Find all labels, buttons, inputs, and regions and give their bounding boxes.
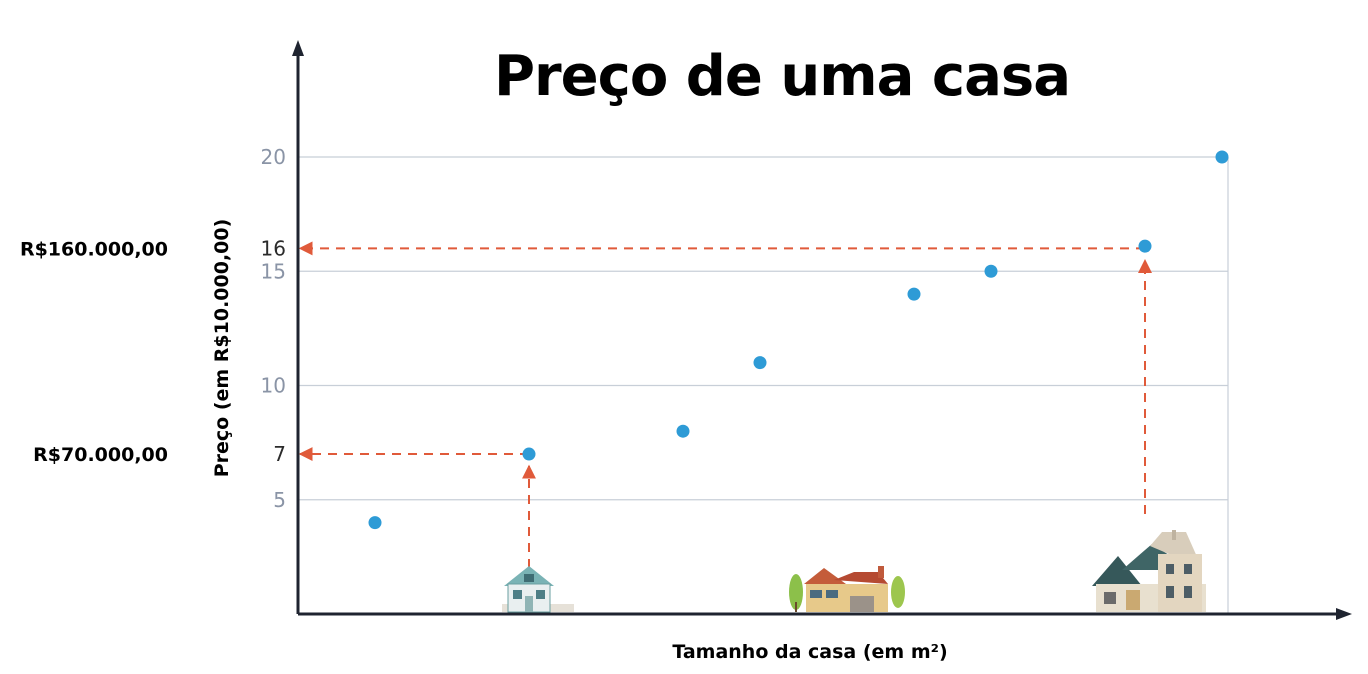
y-axis-label: Preço (em R$10.000,00) <box>211 219 233 478</box>
y-tick-label: 7 <box>273 442 286 466</box>
chart-title: Preço de uma casa <box>494 44 1070 109</box>
y-tick-label: 10 <box>261 374 286 398</box>
x-axis-label: Tamanho da casa (em m²) <box>672 641 947 663</box>
data-points <box>368 150 1229 530</box>
price-annotation-label: R$160.000,00 <box>20 238 168 260</box>
y-tick-label: 16 <box>261 236 286 260</box>
grid-lines <box>298 156 1229 614</box>
guide-lines <box>298 241 1152 568</box>
data-point <box>368 516 382 530</box>
large-house-icon <box>1092 530 1206 612</box>
data-point <box>676 424 690 438</box>
small-house-icon <box>502 566 574 613</box>
y-tick-label: 5 <box>273 488 286 512</box>
data-point <box>984 264 998 278</box>
x-axis-arrow-icon <box>1336 608 1352 620</box>
y-tick-label: 20 <box>261 145 286 169</box>
price-annotations: R$70.000,00 R$160.000,00 <box>20 238 168 466</box>
price-annotation-label: R$70.000,00 <box>33 444 168 466</box>
data-point <box>907 287 921 301</box>
data-point <box>1215 150 1229 164</box>
medium-house-icon <box>789 566 905 612</box>
data-point <box>522 447 536 461</box>
y-axis-arrow-icon <box>292 40 304 56</box>
y-tick-label: 15 <box>261 259 286 283</box>
data-point <box>753 356 767 370</box>
data-point <box>1138 239 1152 253</box>
